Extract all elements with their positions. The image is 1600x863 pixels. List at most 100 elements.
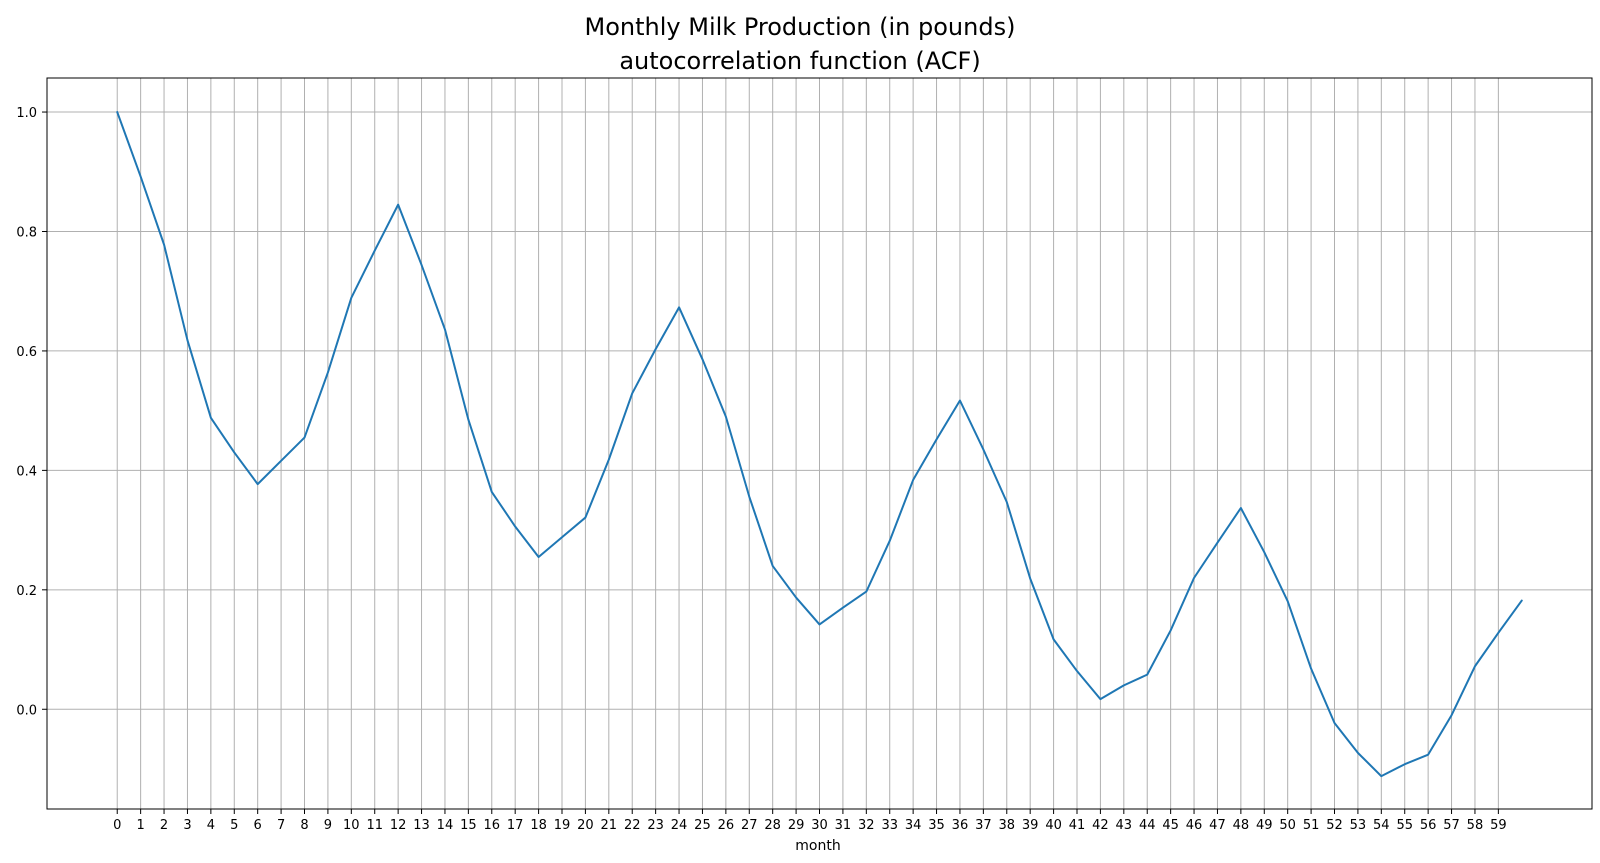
x-tick-label: 38 (998, 818, 1015, 833)
x-tick-label: 16 (483, 818, 500, 833)
x-tick-label: 29 (788, 818, 805, 833)
grid-layer (47, 78, 1592, 809)
x-tick-label: 47 (1209, 818, 1226, 833)
x-tick-label: 13 (413, 818, 430, 833)
acf-data-point (1145, 673, 1149, 677)
acf-data-point (771, 564, 775, 568)
acf-data-point (1450, 713, 1454, 717)
acf-data-point (303, 436, 307, 440)
acf-data-point (1215, 541, 1219, 545)
acf-data-point (420, 263, 424, 267)
acf-data-point (981, 447, 985, 451)
x-tick-label: 54 (1373, 818, 1390, 833)
x-tick-label: 32 (858, 818, 875, 833)
acf-data-point (466, 418, 470, 422)
x-tick-label: 9 (324, 818, 332, 833)
line-layer (116, 111, 1524, 778)
x-tick-label: 17 (507, 818, 524, 833)
acf-data-point (1520, 599, 1524, 603)
x-tick-label: 48 (1233, 818, 1250, 833)
x-tick-label: 33 (881, 818, 898, 833)
x-axis-label: month (795, 838, 840, 854)
x-tick-label: 34 (905, 818, 922, 833)
acf-data-point (818, 622, 822, 626)
acf-data-point (747, 495, 751, 499)
x-tick-label: 30 (811, 818, 828, 833)
x-tick-label: 25 (694, 818, 711, 833)
acf-data-point (1426, 753, 1430, 757)
x-tick-label: 52 (1326, 818, 1343, 833)
acf-data-point (1169, 628, 1173, 632)
x-tick-label: 56 (1420, 818, 1437, 833)
acf-data-point (1473, 664, 1477, 668)
x-tick-label: 11 (366, 818, 383, 833)
acf-data-point (724, 415, 728, 419)
x-tick-label: 55 (1396, 818, 1413, 833)
acf-data-point (794, 596, 798, 600)
acf-data-point (911, 478, 915, 482)
x-tick-label: 10 (343, 818, 360, 833)
chart-title: Monthly Milk Production (in pounds) (585, 13, 1016, 41)
acf-data-point (1403, 762, 1407, 766)
acf-data-point (279, 459, 283, 463)
x-tick-label: 28 (764, 818, 781, 833)
x-tick-label: 6 (254, 818, 262, 833)
acf-data-point (654, 347, 658, 351)
acf-data-point (841, 606, 845, 610)
x-tick-label: 8 (300, 818, 308, 833)
x-tick-label: 45 (1162, 818, 1179, 833)
x-tick-label: 35 (928, 818, 945, 833)
x-tick-label: 15 (460, 818, 477, 833)
acf-series-line (116, 111, 1523, 778)
x-tick-label: 23 (647, 818, 664, 833)
acf-data-point (1239, 506, 1243, 510)
acf-data-point (443, 327, 447, 331)
acf-data-point (1192, 576, 1196, 580)
chart-subtitle: autocorrelation function (ACF) (619, 47, 980, 75)
acf-data-point (1286, 599, 1290, 603)
y-tick-label: 0.2 (16, 584, 37, 599)
x-tick-label: 43 (1116, 818, 1133, 833)
tick-layer: 0 1 2 3 4 5 6 7 8 9 10 11 12 13 14 15 16 17 18 19 20 21 22 23 24… (16, 106, 1506, 833)
x-tick-label: 39 (1022, 818, 1039, 833)
acf-data-point (513, 525, 517, 529)
x-tick-label: 27 (741, 818, 758, 833)
y-tick-label: 0.4 (16, 464, 37, 479)
x-tick-label: 57 (1443, 818, 1460, 833)
x-tick-label: 24 (671, 818, 688, 833)
x-tick-label: 53 (1350, 818, 1367, 833)
acf-data-point (583, 516, 587, 520)
x-tick-label: 49 (1256, 818, 1273, 833)
acf-data-point (700, 357, 704, 361)
acf-data-point (326, 370, 330, 374)
acf-data-point (256, 482, 260, 486)
x-tick-label: 26 (718, 818, 735, 833)
x-tick-label: 19 (554, 818, 571, 833)
x-tick-label: 4 (207, 818, 215, 833)
acf-data-point (958, 399, 962, 403)
x-tick-label: 5 (230, 818, 238, 833)
x-tick-label: 44 (1139, 818, 1156, 833)
acf-data-point (185, 338, 189, 342)
x-tick-label: 22 (624, 818, 641, 833)
acf-data-point (1052, 637, 1056, 641)
acf-data-point (1005, 500, 1009, 504)
y-tick-label: 0.0 (16, 703, 37, 718)
acf-data-point (1028, 576, 1032, 580)
x-tick-label: 18 (530, 818, 547, 833)
acf-data-point (537, 555, 541, 559)
acf-data-point (1333, 721, 1337, 725)
acf-data-point (1356, 751, 1360, 755)
x-tick-label: 41 (1069, 818, 1086, 833)
acf-data-point (1098, 697, 1102, 701)
acf-data-point (162, 243, 166, 247)
x-tick-label: 31 (835, 818, 852, 833)
y-tick-label: 0.8 (16, 225, 37, 240)
acf-data-point (232, 450, 236, 454)
acf-data-point (1379, 774, 1383, 778)
x-tick-label: 51 (1303, 818, 1320, 833)
acf-data-point (373, 249, 377, 253)
acf-data-point (864, 590, 868, 594)
